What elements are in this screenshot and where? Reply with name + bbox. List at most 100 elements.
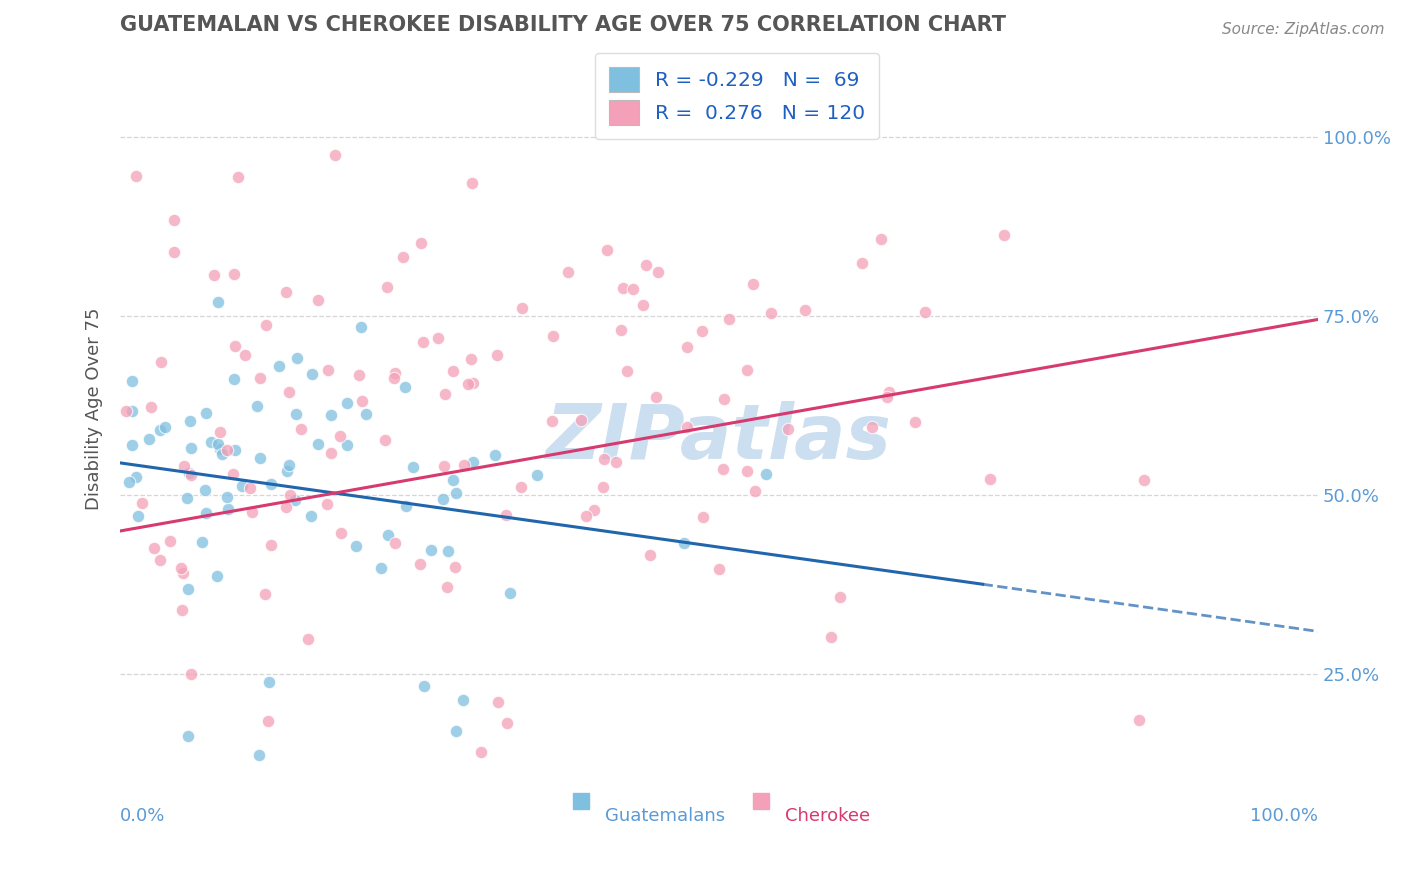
Point bbox=[593, 452, 616, 467]
Point bbox=[121, 375, 143, 389]
Point bbox=[486, 695, 509, 709]
Point bbox=[592, 480, 614, 494]
Point bbox=[377, 528, 399, 542]
Point bbox=[316, 363, 339, 377]
Point bbox=[247, 748, 270, 763]
Point bbox=[307, 293, 329, 308]
Point bbox=[647, 265, 669, 279]
Point bbox=[173, 458, 195, 473]
Point bbox=[176, 491, 198, 506]
Point bbox=[260, 477, 283, 491]
Point bbox=[1133, 473, 1156, 487]
Point bbox=[226, 170, 249, 185]
Point bbox=[141, 400, 163, 414]
Point bbox=[718, 312, 741, 326]
Point bbox=[180, 442, 202, 456]
Point bbox=[336, 438, 359, 452]
Point bbox=[209, 425, 232, 440]
Point bbox=[194, 483, 217, 498]
Point bbox=[202, 268, 225, 282]
Point bbox=[394, 380, 416, 394]
Point bbox=[512, 301, 534, 315]
Point bbox=[142, 541, 165, 555]
Point bbox=[169, 561, 191, 575]
Point bbox=[830, 591, 852, 605]
Point bbox=[541, 414, 564, 428]
Point bbox=[233, 347, 256, 361]
Point bbox=[224, 372, 246, 386]
Point bbox=[121, 404, 143, 418]
Point bbox=[217, 502, 239, 516]
Point bbox=[1128, 713, 1150, 727]
Point bbox=[149, 423, 172, 437]
Text: GUATEMALAN VS CHEROKEE DISABILITY AGE OVER 75 CORRELATION CHART: GUATEMALAN VS CHEROKEE DISABILITY AGE OV… bbox=[120, 15, 1005, 35]
Point bbox=[776, 422, 799, 436]
Point bbox=[278, 488, 301, 502]
Point bbox=[149, 553, 172, 567]
Point bbox=[484, 448, 506, 462]
Point bbox=[222, 467, 245, 481]
Point bbox=[172, 566, 194, 580]
Point bbox=[125, 169, 148, 183]
Point bbox=[299, 509, 322, 524]
Point bbox=[420, 542, 443, 557]
Point bbox=[411, 235, 433, 250]
Point bbox=[190, 535, 212, 549]
Point bbox=[470, 745, 492, 759]
Point bbox=[240, 505, 263, 519]
Point bbox=[793, 303, 815, 318]
Point bbox=[215, 490, 238, 504]
Point bbox=[914, 305, 936, 319]
Point bbox=[131, 496, 153, 510]
Point bbox=[375, 279, 398, 293]
Point bbox=[461, 376, 484, 391]
Point bbox=[457, 377, 479, 392]
Point bbox=[127, 509, 149, 524]
Point bbox=[118, 475, 141, 489]
Point bbox=[209, 442, 232, 457]
Point bbox=[463, 455, 485, 469]
Point bbox=[432, 492, 454, 507]
Point bbox=[820, 630, 842, 644]
Point bbox=[177, 582, 200, 596]
Point bbox=[315, 497, 337, 511]
Point bbox=[163, 244, 186, 259]
Text: Source: ZipAtlas.com: Source: ZipAtlas.com bbox=[1222, 22, 1385, 37]
Point bbox=[163, 213, 186, 227]
Point bbox=[509, 480, 531, 494]
Point bbox=[444, 560, 467, 574]
Point bbox=[437, 543, 460, 558]
Point bbox=[277, 384, 299, 399]
Point bbox=[495, 508, 517, 522]
Point bbox=[159, 533, 181, 548]
Y-axis label: Disability Age Over 75: Disability Age Over 75 bbox=[86, 308, 103, 510]
Text: ZIPatlas: ZIPatlas bbox=[546, 401, 891, 475]
Point bbox=[486, 348, 509, 362]
Point bbox=[709, 562, 731, 576]
Point bbox=[877, 384, 900, 399]
Point bbox=[195, 506, 218, 520]
Point bbox=[384, 366, 406, 380]
Point bbox=[610, 323, 633, 337]
Point bbox=[224, 339, 246, 353]
Point bbox=[170, 603, 193, 617]
Point bbox=[869, 232, 891, 246]
Point bbox=[224, 443, 246, 458]
Point bbox=[675, 340, 697, 354]
Point bbox=[374, 434, 396, 448]
Point bbox=[596, 243, 619, 257]
Point bbox=[260, 538, 283, 552]
Point bbox=[179, 413, 201, 427]
Point bbox=[257, 675, 280, 690]
Point bbox=[616, 364, 638, 378]
Point bbox=[979, 472, 1001, 486]
Point bbox=[436, 580, 458, 594]
Point bbox=[207, 295, 229, 310]
Point bbox=[408, 557, 430, 571]
Text: Cherokee: Cherokee bbox=[785, 807, 870, 825]
Point bbox=[755, 467, 778, 481]
Point bbox=[692, 510, 714, 524]
Point bbox=[336, 395, 359, 409]
Point bbox=[277, 458, 299, 473]
Point bbox=[138, 432, 160, 446]
